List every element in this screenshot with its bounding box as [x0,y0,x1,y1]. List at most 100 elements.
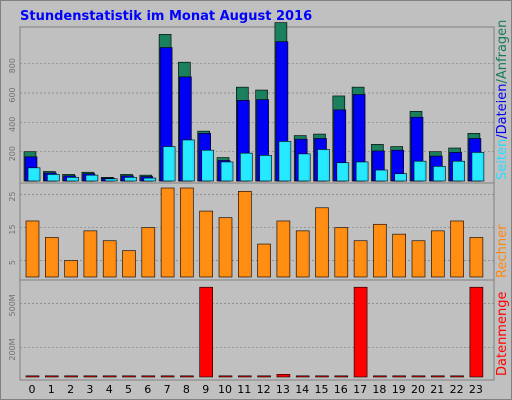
bar-rechner-9 [199,210,213,278]
y-tick-label: 15 [8,224,17,234]
bar-datenmenge-10 [218,375,233,378]
bar-seiten-15-highlight [318,150,328,180]
bar-rechner-6-highlight [142,228,153,276]
bar-rechner-15 [315,207,329,278]
bar-seiten-22-highlight [453,162,463,180]
bar-datenmenge-19 [392,375,407,378]
x-tick-label: 19 [392,383,406,396]
bar-seiten-18 [375,169,388,182]
bar-seiten-21 [432,166,446,182]
y-tick-label: 200 [8,146,17,161]
bar-datenmenge-17-highlight [355,288,366,376]
bar-rechner-12 [257,243,271,278]
bars-layer [23,22,485,378]
bar-dateien-7-highlight [161,48,171,181]
bar-dateien-17-highlight [354,95,364,180]
x-tick-label: 4 [106,383,113,396]
bar-datenmenge-14 [295,375,310,378]
bar-datenmenge-9-highlight [200,288,211,376]
bar-rechner-13 [276,220,291,278]
bar-seiten-10 [220,161,234,182]
x-tick-label: 8 [183,383,190,396]
bar-seiten-14-highlight [299,154,309,180]
bar-rechner-13-highlight [277,221,288,276]
bar-rechner-22-highlight [451,221,462,276]
x-tick-label: 16 [334,383,348,396]
legend-anfragen: Anfragen [495,20,510,80]
bar-seiten-3-highlight [86,176,96,180]
bar-rechner-0 [25,220,40,278]
bar-rechner-18-highlight [374,225,385,276]
bar-seiten-2 [66,177,79,182]
bar-rechner-6 [141,227,156,278]
bar-rechner-4 [102,240,117,278]
x-tick-label: 2 [67,383,74,396]
y-tick-label: 400 [8,117,17,132]
bar-seiten-17-highlight [357,162,367,180]
bar-datenmenge-20 [411,375,426,378]
bar-seiten-14 [297,153,311,182]
bar-seiten-19-highlight [395,174,405,180]
bar-seiten-11 [240,152,253,182]
bar-dateien-8-highlight [180,77,190,180]
bar-datenmenge-8 [180,375,194,378]
bar-rechner-14 [295,230,310,278]
x-tick-label: 21 [430,383,444,396]
bar-datenmenge-23 [469,286,484,378]
bar-datenmenge-2 [64,375,78,378]
bar-dateien-16-highlight [334,110,344,180]
x-tick-label: 3 [86,383,93,396]
bar-rechner-10 [218,217,233,278]
bar-rechner-20 [411,240,426,278]
bar-seiten-6 [143,177,157,182]
legend-separator-2: / [495,78,510,83]
bar-datenmenge-18 [373,375,387,378]
x-tick-label: 13 [276,383,290,396]
bar-rechner-8 [180,187,194,278]
bar-dateien-20-highlight [412,118,421,180]
bar-datenmenge-9 [199,286,213,378]
x-tick-label: 11 [237,383,251,396]
bar-seiten-2-highlight [67,178,77,180]
bar-datenmenge-17 [353,286,368,378]
legend-dateien: Dateien [495,83,510,134]
bar-seiten-22 [452,160,465,182]
bar-datenmenge-5 [122,375,136,378]
legend-seiten: Seiten [495,139,510,180]
x-tick-label: 22 [450,383,464,396]
bar-rechner-16 [334,227,349,278]
bar-seiten-21-highlight [434,167,444,180]
bar-datenmenge-1 [44,375,59,378]
bar-datenmenge-13 [276,374,291,378]
bar-seiten-0 [27,167,41,182]
bar-rechner-0-highlight [27,221,37,276]
bar-rechner-21-highlight [432,231,443,276]
legend-rechner: Rechner [495,224,510,278]
bar-seiten-11-highlight [241,154,251,180]
bar-rechner-10-highlight [220,218,230,276]
x-tick-label: 12 [257,383,271,396]
bar-rechner-9-highlight [200,212,211,276]
bar-rechner-17 [353,240,368,278]
legend-datenmenge: Datenmenge [495,292,510,376]
bar-rechner-2 [64,260,78,278]
bar-seiten-7 [162,146,176,182]
bar-seiten-16 [336,162,350,182]
bar-rechner-11-highlight [239,192,250,276]
bar-rechner-17-highlight [355,241,366,276]
x-tick-label: 1 [48,383,55,396]
bar-seiten-1 [46,174,60,182]
bar-dateien-12-highlight [257,100,267,180]
bar-rechner-22 [450,220,464,278]
legend-separator-1: / [495,134,510,139]
bar-rechner-11 [238,190,252,278]
bar-seiten-3 [85,174,99,182]
y-tick-label: 25 [8,191,17,201]
bar-rechner-19 [392,233,407,278]
bar-datenmenge-15 [315,375,329,378]
bar-rechner-7-highlight [162,189,173,276]
bar-rechner-12-highlight [258,245,269,276]
bar-seiten-4 [104,178,118,182]
bar-seiten-15 [317,149,330,182]
